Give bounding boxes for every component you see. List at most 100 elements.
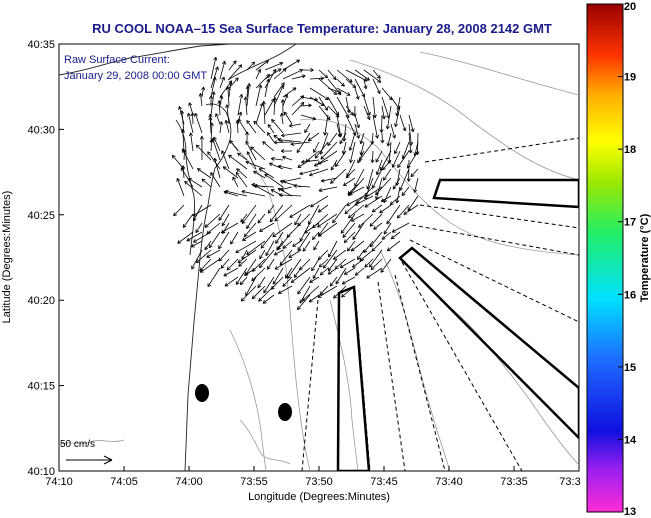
current-vector: [386, 204, 401, 225]
current-vector: [253, 170, 266, 179]
current-vector: [255, 69, 261, 80]
current-vector: [273, 134, 284, 143]
current-vector-head: [252, 297, 256, 300]
current-vector: [320, 132, 329, 155]
current-vector-head: [302, 249, 307, 252]
current-vector-head: [279, 68, 282, 73]
current-vector-head: [359, 151, 362, 156]
current-vector-head: [324, 108, 328, 111]
bathymetry-contours: [59, 51, 579, 471]
current-vector-head: [259, 102, 263, 106]
current-vector-head: [358, 135, 360, 139]
current-vector: [375, 177, 392, 196]
current-vector-head: [205, 226, 209, 228]
current-vector-head: [280, 85, 284, 88]
current-vector: [339, 258, 356, 268]
current-vector-head: [337, 134, 341, 138]
current-vector: [282, 240, 293, 249]
current-vector: [336, 87, 351, 96]
current-vector-head: [312, 276, 317, 279]
current-vector: [274, 258, 293, 270]
current-vector-head: [394, 134, 396, 139]
current-vector-head: [414, 189, 418, 193]
current-vector-head: [246, 226, 250, 229]
current-vector-head: [260, 244, 263, 249]
current-vector: [318, 204, 329, 213]
current-vector: [392, 222, 410, 233]
current-vector: [352, 222, 365, 240]
current-vector-head: [258, 168, 262, 172]
current-vector-head: [300, 101, 305, 104]
current-vector-head: [206, 230, 209, 234]
current-vector: [301, 159, 320, 163]
current-vector: [226, 258, 239, 271]
current-vector-head: [274, 219, 279, 222]
current-vector-head: [223, 272, 226, 277]
current-vector-head: [401, 193, 406, 196]
current-vector-head: [284, 111, 288, 115]
current-vector-head: [284, 94, 288, 98]
current-vector-head: [386, 222, 391, 225]
current-vector: [312, 267, 320, 279]
current-vector-head: [386, 247, 390, 251]
current-vector-head: [301, 74, 306, 77]
current-vector-head: [265, 253, 270, 257]
current-vector-head: [310, 69, 314, 73]
current-vector-head: [247, 151, 251, 154]
current-vector: [255, 84, 262, 107]
current-vector: [309, 87, 329, 101]
current-vector-head: [193, 218, 197, 222]
current-vector: [354, 168, 365, 187]
current-vector-head: [346, 176, 350, 179]
current-vector: [297, 276, 311, 295]
current-vector-head: [257, 219, 259, 224]
current-vector: [381, 114, 383, 133]
current-vector-head: [288, 123, 293, 127]
current-vector: [297, 231, 311, 251]
current-vector-head: [173, 212, 175, 217]
current-vector: [282, 156, 293, 161]
current-vector-head: [213, 158, 215, 162]
current-vector-head: [376, 76, 381, 79]
current-vector-head: [262, 141, 265, 146]
current-vector-head: [272, 68, 277, 72]
current-vector-head: [381, 116, 385, 120]
current-vector-head: [350, 247, 353, 252]
current-vector: [223, 267, 239, 277]
current-vector: [389, 195, 401, 205]
current-vector: [257, 276, 266, 289]
current-vector-head: [280, 187, 284, 190]
current-vector-head: [226, 104, 230, 108]
current-vector-head: [330, 179, 332, 184]
current-vector-head: [190, 112, 193, 117]
annotation-line-2: January 29, 2008 00:00 GMT: [64, 70, 207, 82]
current-vector-head: [278, 164, 282, 167]
current-vector-head: [394, 151, 398, 155]
current-vector-head: [355, 274, 359, 276]
current-vector-head: [417, 151, 420, 156]
current-vector: [364, 258, 374, 268]
current-vector-head: [211, 138, 213, 142]
current-vector-head: [280, 180, 284, 184]
current-vector: [215, 113, 221, 125]
current-vector: [225, 190, 248, 197]
current-vector-head: [388, 98, 393, 101]
current-vector-head: [346, 202, 349, 206]
current-vector-head: [299, 300, 304, 304]
current-vector-head: [241, 94, 244, 98]
current-vector-head: [380, 139, 383, 144]
current-vector: [228, 64, 243, 80]
current-vector-head: [181, 167, 185, 170]
current-vector-head: [271, 156, 275, 159]
current-vector-head: [260, 246, 265, 249]
current-vector-head: [244, 235, 248, 238]
current-vector: [381, 105, 385, 120]
colorbar-tick-label: 18: [624, 144, 636, 156]
current-vector-head: [363, 250, 368, 253]
buoy-marker: [195, 384, 209, 402]
current-vector-head: [385, 125, 388, 130]
current-vector: [289, 204, 311, 218]
current-vector: [258, 168, 275, 179]
current-vector: [259, 249, 275, 269]
